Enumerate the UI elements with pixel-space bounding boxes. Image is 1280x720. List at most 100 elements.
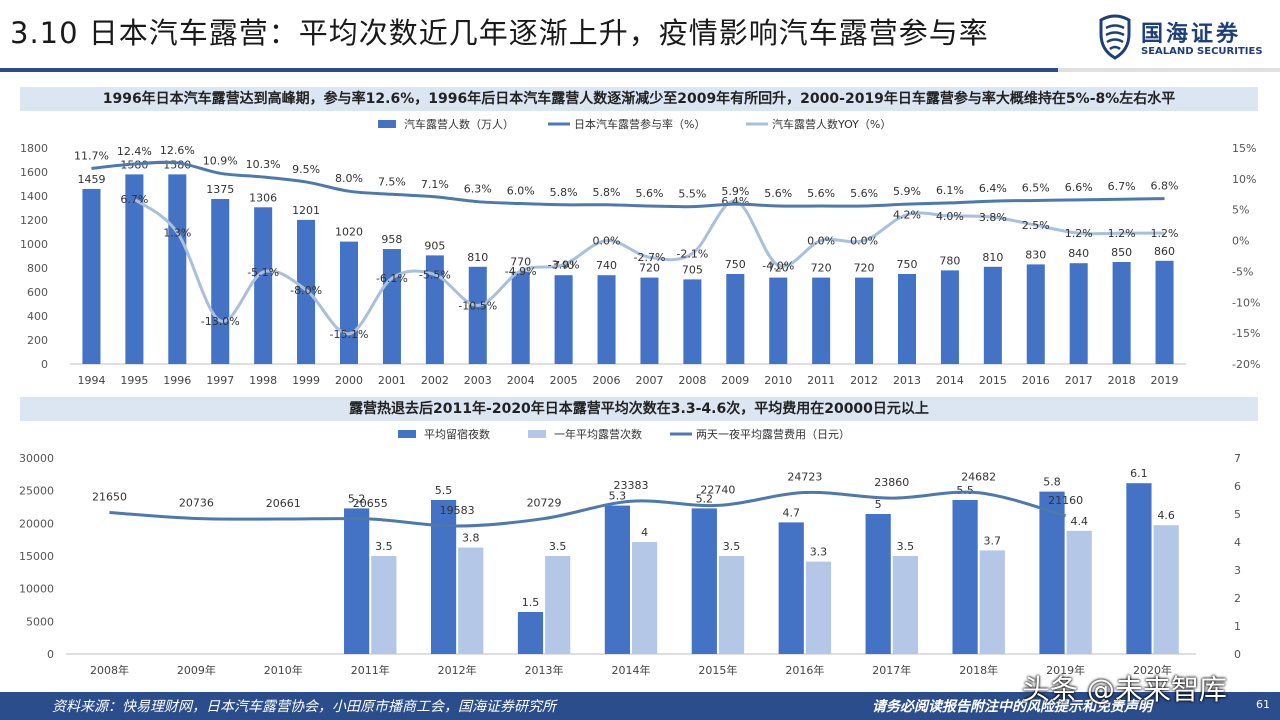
label-participation-rate: 5.6% (764, 187, 792, 200)
x-tick-year: 2013 (893, 374, 921, 387)
bar-avg-trips (979, 550, 1005, 654)
y-left-tick: 15000 (19, 550, 54, 563)
bar-campers (1026, 264, 1045, 364)
bar-label-campers: 705 (682, 263, 703, 276)
bar-avg-trips (632, 542, 658, 654)
label-yoy: -5.5% (419, 269, 451, 282)
bar-label-avg-nights: 5.2 (696, 492, 714, 505)
label-participation-rate: 9.5% (292, 163, 320, 176)
label-avg-cost: 19583 (440, 504, 475, 517)
bar-campers (855, 277, 874, 364)
x-tick-year: 2008 (678, 374, 706, 387)
x-tick-year: 2018 (1108, 374, 1136, 387)
label-participation-rate: 12.6% (160, 144, 195, 157)
y-left-tick: 0 (47, 648, 54, 661)
bar-campers (769, 277, 788, 364)
bar-campers (425, 255, 444, 364)
bar-label-campers: 958 (381, 233, 402, 246)
x-tick-year: 2014年 (612, 663, 651, 677)
bar-avg-nights (430, 500, 457, 654)
bar-label-campers: 1459 (77, 173, 105, 186)
page-title: 3.10 日本汽车露营：平均次数近几年逐渐上升，疫情影响汽车露营参与率 (10, 16, 989, 50)
y-left-tick: 30000 (19, 452, 54, 465)
line-participation-rate (91, 160, 1165, 209)
x-tick-year: 2016 (1022, 374, 1050, 387)
bar-label-avg-trips: 3.5 (897, 540, 915, 553)
label-yoy: 1.2% (1065, 227, 1093, 240)
bar-label-campers: 830 (1025, 248, 1046, 261)
source-note: 资料来源：快易理财网，日本汽车露营协会，小田原市播商工会，国海证券研究所 (52, 699, 556, 715)
bar-campers (297, 219, 316, 364)
bar-label-avg-nights: 6.1 (1130, 467, 1148, 480)
label-yoy: -10.5% (458, 299, 497, 312)
label-avg-cost: 22740 (700, 483, 735, 496)
x-tick-year: 2013年 (525, 663, 564, 677)
x-tick-year: 2002 (421, 374, 449, 387)
label-avg-cost: 21650 (92, 491, 127, 504)
x-tick-year: 2010年 (264, 663, 303, 677)
bar-avg-trips (1153, 525, 1179, 654)
label-participation-rate: 7.5% (378, 175, 406, 188)
bar-campers (812, 277, 831, 364)
label-yoy: 1.2% (1151, 227, 1179, 240)
y-left-tick: 1800 (20, 142, 48, 155)
y-right-tick: 0 (1234, 648, 1241, 661)
x-tick-year: 2012 (850, 374, 878, 387)
x-tick-year: 2012年 (438, 663, 477, 677)
bar-avg-trips (892, 556, 918, 654)
bar-label-campers: 780 (939, 254, 960, 267)
bar-avg-nights (1126, 483, 1152, 654)
bar-label-campers: 720 (854, 262, 875, 275)
legend-avg-nights-label: 平均留宿夜数 (424, 427, 490, 441)
y-right-tick: 4 (1234, 536, 1241, 549)
label-avg-cost: 20736 (179, 497, 214, 510)
label-yoy: 0.0% (807, 235, 835, 248)
bar-avg-trips (545, 556, 571, 654)
label-yoy: 4.2% (893, 209, 921, 222)
bar-campers (1069, 263, 1088, 364)
x-tick-year: 2015 (979, 374, 1007, 387)
label-participation-rate: 5.6% (635, 187, 663, 200)
label-yoy: 0.0% (593, 235, 621, 248)
bar-campers (897, 274, 917, 364)
x-tick-year: 2017年 (872, 663, 911, 677)
x-tick-year: 2015年 (698, 663, 737, 677)
y-right-tick: -5% (1232, 265, 1253, 278)
bar-avg-trips (458, 547, 484, 654)
label-participation-rate: 6.0% (507, 185, 535, 198)
bar-label-avg-trips: 3.7 (984, 534, 1002, 547)
bar-campers (683, 279, 702, 364)
label-avg-cost: 23383 (614, 479, 649, 492)
bar-label-avg-nights: 5.5 (956, 484, 974, 497)
bar-campers (211, 199, 230, 364)
y-right-tick: 0% (1232, 235, 1249, 248)
y-right-tick: 5 (1234, 508, 1241, 521)
bar-label-campers: 750 (897, 258, 918, 271)
bar-campers (640, 277, 659, 364)
company-logo: 国海证券 SEALAND SECURITIES (1095, 14, 1270, 64)
bar-label-campers: 750 (725, 258, 746, 271)
x-tick-year: 1997 (206, 374, 234, 387)
bar-avg-nights (865, 514, 891, 654)
bar-campers (168, 174, 187, 364)
label-avg-cost: 23860 (874, 476, 909, 489)
label-yoy: -13.0% (201, 315, 240, 328)
y-right-tick: 5% (1232, 204, 1249, 217)
disclaimer-link[interactable]: 请务必阅读报告附注中的风险提示和免责声明 (872, 699, 1152, 715)
y-left-tick: 1600 (20, 166, 48, 179)
bar-label-campers: 840 (1068, 247, 1089, 260)
chart-camping-participation: 0 200 400 600 800 1000 1200 1400 1600 1800 -20% -15… (20, 117, 1260, 387)
label-participation-rate: 10.3% (246, 158, 281, 171)
bar-label-campers: 810 (982, 251, 1003, 264)
y-right-tick: -10% (1232, 296, 1260, 309)
bar-campers (983, 266, 1002, 364)
bar-label-avg-nights: 1.5 (522, 596, 540, 609)
y-left-tick: 200 (27, 334, 48, 347)
label-participation-rate: 7.1% (421, 178, 449, 191)
bar-avg-nights (778, 522, 804, 654)
y-right-tick: 6 (1234, 480, 1241, 493)
bar-label-campers: 810 (467, 251, 488, 264)
bar-avg-nights (517, 612, 544, 654)
label-avg-cost: 24682 (961, 471, 996, 484)
label-yoy: 4.0% (936, 210, 964, 223)
